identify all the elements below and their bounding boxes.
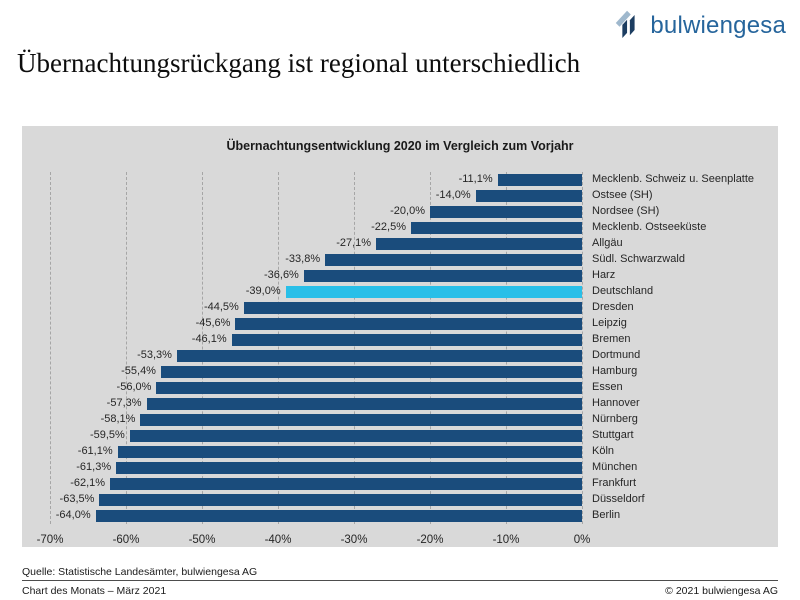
chart-area: Übernachtungsentwicklung 2020 im Verglei… <box>22 126 778 547</box>
gridline <box>354 172 355 524</box>
bar-category-label: Harz <box>592 269 616 281</box>
bar-category-label: Mecklenb. Schweiz u. Seenplatte <box>592 173 755 185</box>
gridline <box>278 172 279 524</box>
bar-value-label: -56,0% <box>116 381 152 393</box>
bar-category-label: Ostsee (SH) <box>592 189 653 201</box>
x-tick-label: -60% <box>112 534 140 546</box>
chart-title: Übernachtungsentwicklung 2020 im Verglei… <box>226 139 574 153</box>
logo: bulwiengesa <box>611 7 786 44</box>
bar-value-label: -27,1% <box>336 237 372 249</box>
logo-wordmark: bulwiengesa <box>650 11 786 39</box>
bar-Essen <box>156 382 582 394</box>
x-tick-label: -70% <box>36 534 64 546</box>
bar-Harz <box>303 270 582 282</box>
footer-divider <box>22 580 778 581</box>
bar-Deutschland <box>285 286 582 298</box>
bar-Mecklenb. Ostseeküste <box>411 222 582 234</box>
x-tick-label: -10% <box>492 534 520 546</box>
bar-value-label: -61,1% <box>77 445 113 457</box>
bar-Hannover <box>146 398 582 410</box>
bar-Düsseldorf <box>99 494 582 506</box>
x-tick-label: -30% <box>340 534 368 546</box>
bar-category-label: Mecklenb. Ostseeküste <box>592 221 707 233</box>
bar-value-label: -58,1% <box>100 413 136 425</box>
bar-value-label: -11,1% <box>458 173 493 185</box>
bar-value-label: -36,6% <box>263 269 299 281</box>
gridline <box>50 172 51 524</box>
bar-Frankfurt <box>110 478 582 490</box>
x-tick-label: -20% <box>416 534 444 546</box>
bar-value-label: -59,5% <box>89 429 125 441</box>
bar-Allgäu <box>376 238 582 250</box>
bar-Stuttgart <box>129 430 582 442</box>
x-tick-label: 0% <box>573 534 591 546</box>
bar-category-label: Hannover <box>592 397 640 409</box>
bar-Südl. Schwarzwald <box>325 254 582 266</box>
gridline <box>430 172 431 524</box>
bar-Berlin <box>95 510 582 522</box>
bar-value-label: -63,5% <box>59 493 95 505</box>
bar-value-label: -39,0% <box>245 285 281 297</box>
bar-Hamburg <box>160 366 582 378</box>
bar-value-label: -53,3% <box>137 349 172 361</box>
bar-value-label: -55,4% <box>121 365 156 377</box>
bar-Dresden <box>243 302 582 314</box>
plot-area: -11,1% Mecklenb. Schweiz u. Seenplatte -14… <box>50 172 754 524</box>
bar-Nürnberg <box>140 414 582 426</box>
bar-category-label: Nordsee (SH) <box>592 205 660 217</box>
bar-value-label: -45,6% <box>195 317 231 329</box>
bar-Bremen <box>231 334 582 346</box>
bar-value-label: -44,5% <box>203 301 239 313</box>
page-title: Übernachtungsrückgang ist regional unter… <box>17 48 581 78</box>
bar-category-label: Bremen <box>592 333 631 345</box>
bar-category-label: Dresden <box>592 301 634 313</box>
bulwiengesa-logo-icon <box>611 7 645 44</box>
bar-value-label: -61,3% <box>76 461 112 473</box>
bar-category-label: Dortmund <box>592 349 641 361</box>
x-tick-label: -50% <box>188 534 216 546</box>
bar-value-label: -57,3% <box>106 397 142 409</box>
bar-category-label: Leipzig <box>592 317 627 329</box>
bar-value-label: -46,1% <box>191 333 227 345</box>
bar-category-label: Stuttgart <box>592 429 634 441</box>
bar-Ostsee (SH) <box>475 190 582 202</box>
gridline <box>202 172 203 524</box>
bar-value-label: -33,8% <box>285 253 321 265</box>
bar-Köln <box>117 446 582 458</box>
bar-value-label: -14,0% <box>435 189 471 201</box>
bar-value-label: -22,5% <box>371 221 406 233</box>
footer-copyright: © 2021 bulwiengesa AG <box>665 585 778 597</box>
bar-category-label: Frankfurt <box>592 477 637 489</box>
gridline <box>506 172 507 524</box>
bar-category-label: Allgäu <box>592 237 623 249</box>
x-tick-label: -40% <box>264 534 292 546</box>
bar-category-label: Nürnberg <box>592 413 638 425</box>
bar-value-label: -62,1% <box>70 477 106 489</box>
bar-München <box>116 462 582 474</box>
footer-left-text: Chart des Monats – März 2021 <box>22 585 167 597</box>
bar-category-label: Deutschland <box>592 285 654 297</box>
bar-category-label: Berlin <box>592 509 621 521</box>
bar-value-label: -64,0% <box>55 509 91 521</box>
bar-Dortmund <box>176 350 582 362</box>
bar-Mecklenb. Schweiz u. Seenplatte <box>497 174 582 186</box>
bar-category-label: Hamburg <box>592 365 638 377</box>
bar-Nordsee (SH) <box>430 206 582 218</box>
gridline <box>126 172 127 524</box>
bar-category-label: Südl. Schwarzwald <box>592 253 685 265</box>
bar-Leipzig <box>235 318 582 330</box>
bar-category-label: Düsseldorf <box>592 493 645 505</box>
bar-category-label: München <box>592 461 638 473</box>
bar-category-label: Essen <box>592 381 623 393</box>
source-note: Quelle: Statistische Landesämter, bulwie… <box>22 566 258 578</box>
x-axis: -70% -60% -50% -40% -30% -20% -10% 0% <box>37 530 591 550</box>
bar-value-label: -20,0% <box>390 205 425 217</box>
bar-category-label: Köln <box>592 445 615 457</box>
gridline <box>582 172 583 524</box>
